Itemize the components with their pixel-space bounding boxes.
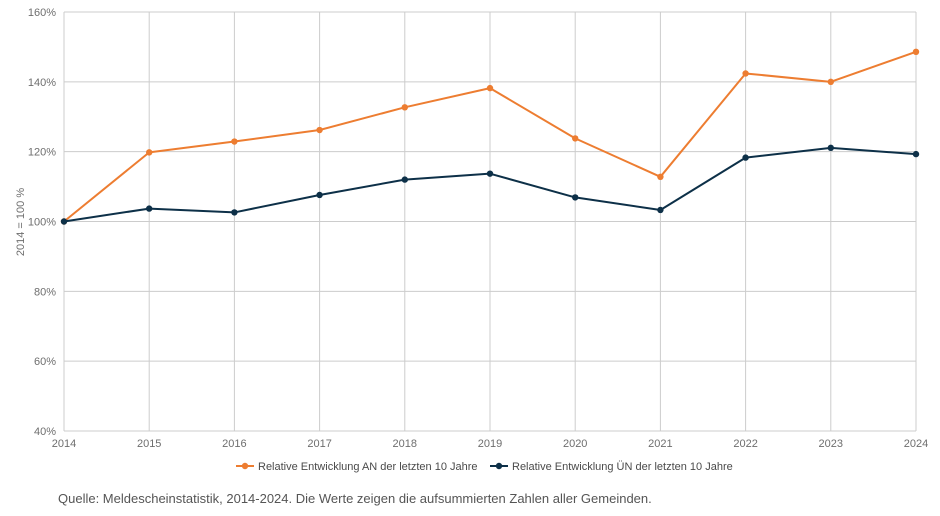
data-point [827, 78, 834, 86]
data-point [146, 205, 153, 212]
data-point [146, 149, 153, 156]
y-tick-label: 40% [34, 426, 56, 438]
data-point [401, 104, 408, 111]
y-tick-labels: 40% 60% 80% 100% 120% 140% 160% [28, 7, 56, 438]
data-point [742, 154, 749, 161]
y-tick-label: 60% [34, 356, 56, 368]
data-point [401, 176, 408, 183]
data-point [912, 48, 920, 56]
x-tick-label: 2020 [563, 438, 587, 450]
y-axis-label: 2014 = 100 % [15, 188, 27, 256]
x-tick-label: 2017 [307, 438, 331, 450]
data-point [827, 144, 834, 152]
x-tick-label: 2023 [819, 438, 843, 450]
y-tick-label: 140% [28, 77, 56, 89]
data-point [316, 126, 323, 134]
y-tick-label: 160% [28, 7, 56, 19]
data-point [486, 84, 494, 92]
y-tick-label: 120% [28, 147, 56, 159]
x-tick-label: 2024 [904, 438, 928, 450]
x-tick-labels: 2014 2015 2016 2017 2018 2019 2020 2021 2022 2023… [52, 438, 928, 450]
legend-swatch-marker [495, 462, 503, 470]
data-point [912, 150, 920, 158]
grid [63, 11, 917, 432]
data-point [316, 191, 323, 199]
x-tick-label: 2021 [648, 438, 672, 450]
x-tick-label: 2015 [137, 438, 161, 450]
data-point [572, 135, 579, 142]
data-point [742, 70, 749, 77]
legend-swatch-marker [241, 462, 249, 470]
x-tick-label: 2014 [52, 438, 76, 450]
y-tick-label: 100% [28, 217, 56, 229]
data-point [60, 218, 68, 225]
legend-label: Relative Entwicklung AN der letzten 10 J… [258, 461, 478, 473]
data-point [657, 206, 664, 214]
y-tick-label: 80% [34, 286, 56, 298]
data-point [657, 173, 664, 181]
legend: Relative Entwicklung AN der letzten 10 J… [236, 461, 733, 473]
data-point [231, 138, 238, 145]
series-group [60, 48, 920, 225]
data-point [486, 170, 494, 177]
data-point [231, 209, 238, 216]
x-tick-label: 2016 [222, 438, 246, 450]
x-tick-label: 2019 [478, 438, 502, 450]
source-note: Quelle: Meldescheinstatistik, 2014-2024.… [58, 491, 652, 506]
legend-label: Relative Entwicklung ÜN der letzten 10 J… [512, 461, 733, 473]
x-tick-label: 2018 [393, 438, 417, 450]
x-tick-label: 2022 [733, 438, 757, 450]
data-point [572, 194, 579, 201]
